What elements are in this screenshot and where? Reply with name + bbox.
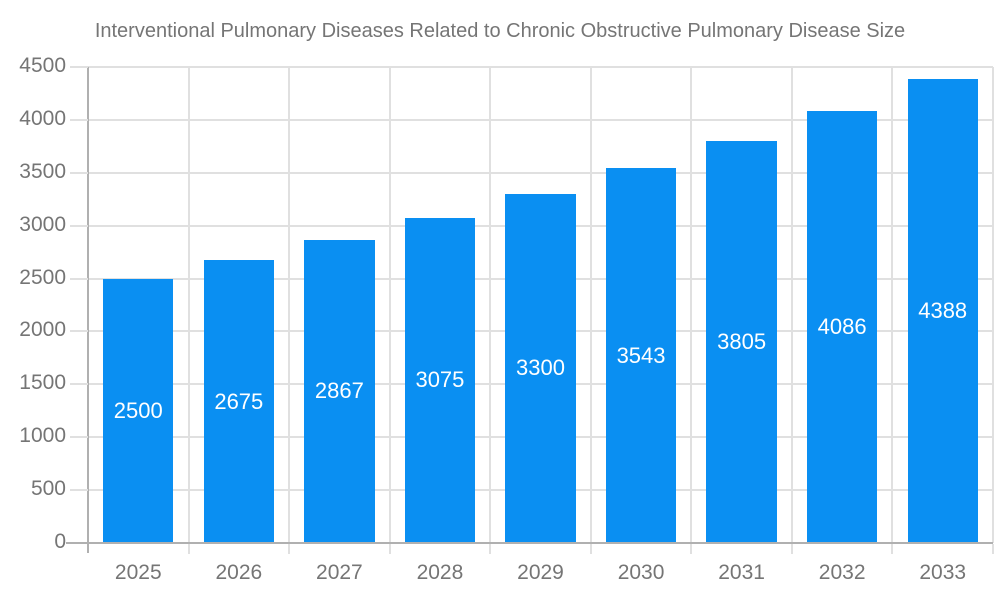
y-tick-mark (70, 171, 88, 174)
bar-value-label: 2500 (113, 397, 163, 423)
gridline-vertical (489, 67, 492, 543)
bar-value-label: 3075 (415, 367, 465, 393)
y-tick-label: 0 (54, 530, 66, 553)
gridline-vertical (891, 67, 894, 543)
x-tick-label: 2027 (316, 561, 363, 584)
bar-2026: 2675 (203, 260, 274, 543)
x-tick-label: 2032 (818, 561, 866, 584)
gridline-vertical (589, 67, 592, 543)
gridline-vertical (790, 67, 793, 543)
y-tick-label: 3500 (19, 159, 66, 183)
y-tick-mark (70, 118, 88, 121)
bar-2029: 3300 (505, 193, 576, 543)
x-tick-label: 2029 (517, 561, 564, 584)
y-tick-label: 4000 (19, 106, 66, 130)
bar-value-label: 3300 (516, 355, 565, 381)
bar-value-label: 2675 (214, 388, 264, 414)
bar-2031: 3805 (706, 140, 777, 543)
gridline-horizontal (88, 66, 993, 68)
bar-value-label: 3805 (717, 328, 767, 354)
x-tick-mark (589, 544, 592, 554)
bar-2027: 2867 (304, 239, 375, 543)
y-tick-mark (70, 330, 88, 333)
gridline-vertical (992, 67, 994, 543)
x-tick-mark (388, 544, 391, 554)
x-tick-mark (288, 544, 291, 554)
y-tick-mark (70, 224, 88, 227)
bar-2030: 3543 (605, 168, 677, 543)
x-tick-label: 2028 (416, 561, 464, 584)
bar-2032: 4086 (806, 110, 878, 543)
bar-value-label: 2867 (314, 378, 364, 404)
y-axis-line (87, 67, 89, 553)
y-tick-mark (70, 489, 88, 492)
gridline-vertical (187, 67, 190, 543)
chart-title: Interventional Pulmonary Diseases Relate… (94, 20, 906, 42)
y-tick-label: 4500 (19, 54, 66, 77)
y-tick-label: 3000 (19, 212, 66, 236)
gridline-vertical (388, 67, 391, 543)
bar-value-label: 4388 (918, 297, 968, 323)
x-tick-label: 2026 (215, 561, 263, 584)
x-tick-mark (489, 544, 492, 554)
y-tick-label: 2000 (19, 318, 66, 342)
x-tick-mark (891, 544, 894, 554)
y-tick-mark (70, 436, 88, 439)
x-tick-label: 2033 (919, 561, 967, 584)
y-tick-label: 1000 (19, 424, 66, 448)
bar-2025: 2500 (103, 278, 174, 543)
gridline-vertical (690, 67, 693, 543)
plot-area: 2500 2675 2867 3075 3300 3543 3805 4086 4388 (88, 66, 994, 543)
x-tick-label: 2031 (718, 561, 765, 584)
y-tick-label: 2500 (19, 265, 66, 289)
y-tick-mark (70, 383, 88, 386)
y-tick-mark (70, 277, 88, 280)
gridline-horizontal (88, 118, 993, 121)
gridline-vertical (288, 67, 291, 543)
bar-value-label: 4086 (817, 313, 867, 339)
x-tick-mark (187, 544, 190, 554)
x-tick-label: 2030 (617, 561, 665, 584)
x-tick-label: 2025 (114, 561, 162, 584)
y-tick-label: 500 (30, 477, 66, 501)
y-tick-label: 1500 (19, 371, 66, 395)
x-axis-line (66, 542, 993, 544)
gridline-horizontal (88, 171, 993, 174)
x-tick-mark (790, 544, 793, 554)
x-tick-mark (690, 544, 693, 554)
bar-2033: 4388 (907, 78, 978, 543)
x-tick-mark (992, 544, 994, 554)
y-tick-mark (70, 66, 88, 68)
bar-2028: 3075 (404, 217, 476, 543)
bar-value-label: 3543 (616, 342, 666, 368)
